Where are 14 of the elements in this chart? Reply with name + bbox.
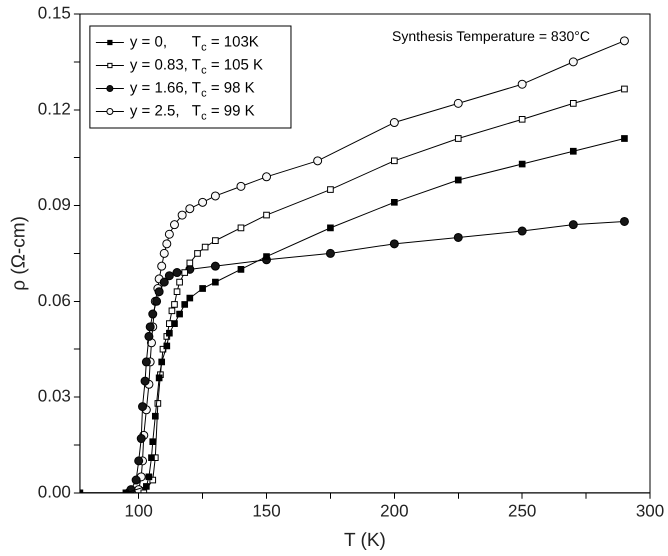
- x-tick-label: 150: [252, 502, 281, 521]
- y-tick-label: 0.00: [38, 482, 71, 502]
- y-tick-label: 0.15: [38, 4, 71, 23]
- x-tick-label: 100: [124, 502, 153, 521]
- y-axis-title: ρ (Ω-cm): [8, 216, 30, 291]
- y-tick-label: 0.03: [38, 386, 71, 406]
- x-tick-label: 300: [636, 502, 664, 521]
- annotation: Synthesis Temperature = 830°C: [392, 28, 590, 44]
- y-tick-label: 0.12: [38, 99, 71, 118]
- x-axis-title: T (K): [344, 530, 386, 551]
- y-tick-label: 0.06: [38, 290, 71, 310]
- x-tick-label: 250: [508, 502, 536, 521]
- y-tick-label: 0.09: [38, 195, 71, 214]
- x-tick-label: 200: [380, 502, 409, 521]
